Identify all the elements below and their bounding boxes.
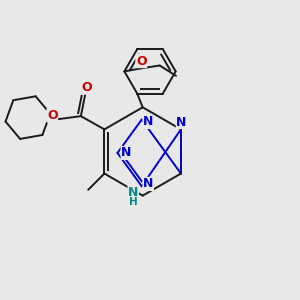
Text: H: H — [129, 197, 138, 207]
Text: O: O — [136, 55, 146, 68]
Text: O: O — [47, 109, 58, 122]
Text: N: N — [143, 177, 153, 190]
Text: O: O — [81, 81, 92, 94]
Text: N: N — [176, 116, 187, 128]
Text: N: N — [128, 186, 138, 199]
Text: N: N — [121, 146, 131, 159]
Text: N: N — [143, 116, 153, 128]
